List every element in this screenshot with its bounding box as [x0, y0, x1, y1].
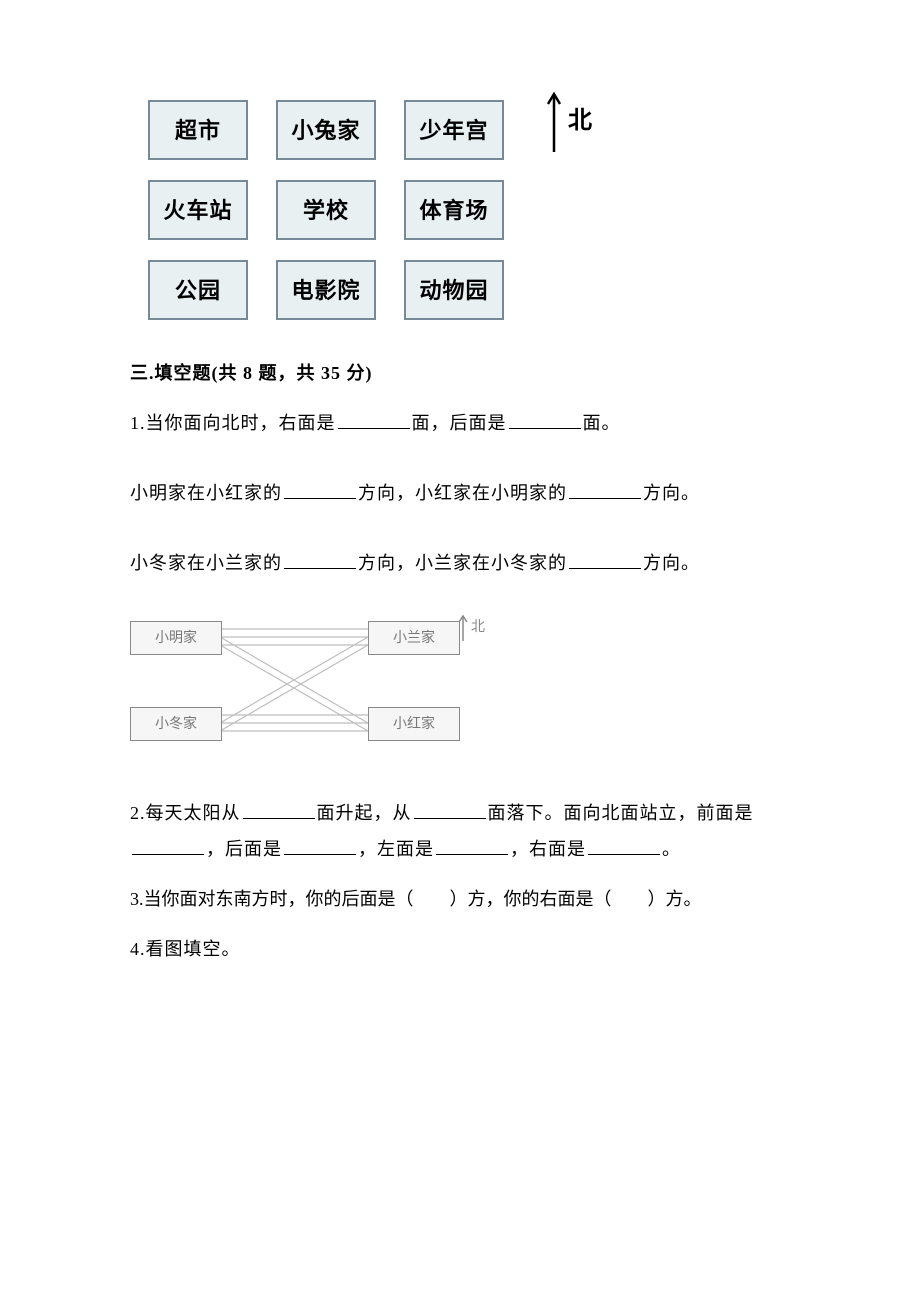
- grid-cell: 体育场: [404, 180, 504, 240]
- grid-cell: 小兔家: [276, 100, 376, 160]
- house-box: 小明家: [130, 621, 222, 655]
- location-grid-wrap: 北 超市 小兔家 少年宫 火车站 学校 体育场 公园 电影院 动物园: [130, 100, 610, 320]
- q2-text: ，后面是: [206, 839, 282, 859]
- blank-input[interactable]: [338, 410, 410, 429]
- grid-cell: 公园: [148, 260, 248, 320]
- q1-text-a: 1.当你面向北时，右面是: [130, 413, 336, 433]
- q2-text: 2.每天太阳从: [130, 803, 241, 823]
- house-box: 小红家: [368, 707, 460, 741]
- q1b-text-c: 方向。: [643, 483, 700, 503]
- arrow-up-icon: [458, 613, 468, 641]
- page: 北 超市 小兔家 少年宫 火车站 学校 体育场 公园 电影院 动物园 三.填空题…: [0, 0, 920, 1302]
- question-1c: 小冬家在小兰家的 方向，小兰家在小冬家的 方向。: [130, 545, 790, 581]
- blank-input[interactable]: [284, 480, 356, 499]
- q1c-text-b: 方向，小兰家在小冬家的: [358, 553, 567, 573]
- grid-cell: 电影院: [276, 260, 376, 320]
- north-label: 北: [568, 103, 592, 139]
- grid-cell: 动物园: [404, 260, 504, 320]
- question-1: 1.当你面向北时，右面是 面，后面是 面。: [130, 405, 790, 441]
- house-box: 小兰家: [368, 621, 460, 655]
- blank-input[interactable]: [243, 800, 315, 819]
- q1-text-b: 面，后面是: [412, 413, 507, 433]
- house-north-label: 北: [471, 617, 485, 638]
- arrow-up-icon: [546, 90, 562, 152]
- question-3: 3.当你面对东南方时，你的后面是（ ）方，你的右面是（ ）方。: [130, 881, 790, 917]
- q1b-text-b: 方向，小红家在小明家的: [358, 483, 567, 503]
- q2-text: 面升起，从: [317, 803, 412, 823]
- question-1b: 小明家在小红家的 方向，小红家在小明家的 方向。: [130, 475, 790, 511]
- blank-input[interactable]: [436, 836, 508, 855]
- q2-text: 面落下。面向北面站立，前面是: [488, 803, 754, 823]
- q1c-text-a: 小冬家在小兰家的: [130, 553, 282, 573]
- q1-text-c: 面。: [583, 413, 621, 433]
- question-4: 4.看图填空。: [130, 931, 790, 967]
- q1c-text-c: 方向。: [643, 553, 700, 573]
- blank-input[interactable]: [284, 550, 356, 569]
- blank-input[interactable]: [132, 836, 204, 855]
- section-heading: 三.填空题(共 8 题，共 35 分): [130, 360, 790, 387]
- grid-cell: 超市: [148, 100, 248, 160]
- house-box: 小冬家: [130, 707, 222, 741]
- blank-input[interactable]: [569, 480, 641, 499]
- question-2: 2.每天太阳从 面升起，从 面落下。面向北面站立，前面是 ，后面是 ，左面是 ，右面是 。: [130, 795, 790, 867]
- blank-input[interactable]: [588, 836, 660, 855]
- q2-text: ，左面是: [358, 839, 434, 859]
- blank-input[interactable]: [569, 550, 641, 569]
- grid-cell: 学校: [276, 180, 376, 240]
- house-north-indicator: 北: [458, 613, 485, 641]
- q2-text: ，右面是: [510, 839, 586, 859]
- blank-input[interactable]: [509, 410, 581, 429]
- q1b-text-a: 小明家在小红家的: [130, 483, 282, 503]
- location-grid: 超市 小兔家 少年宫 火车站 学校 体育场 公园 电影院 动物园: [148, 100, 610, 320]
- grid-cell: 少年宫: [404, 100, 504, 160]
- q2-text: 。: [662, 839, 681, 859]
- north-indicator: 北: [546, 90, 592, 152]
- blank-input[interactable]: [284, 836, 356, 855]
- house-diagram: 小明家 小兰家 小冬家 小红家 北: [130, 615, 490, 765]
- blank-input[interactable]: [414, 800, 486, 819]
- grid-cell: 火车站: [148, 180, 248, 240]
